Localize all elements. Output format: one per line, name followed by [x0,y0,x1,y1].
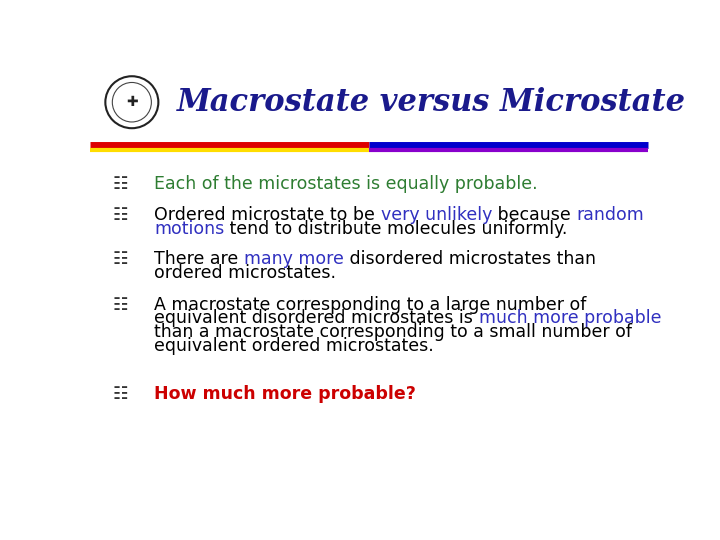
Text: very unlikely: very unlikely [381,206,492,224]
Text: many more: many more [244,250,343,268]
Text: ordered microstates.: ordered microstates. [154,264,336,282]
Text: ☷: ☷ [113,175,128,193]
Text: Each of the microstates is equally probable.: Each of the microstates is equally proba… [154,175,538,193]
Text: equivalent disordered microstates is: equivalent disordered microstates is [154,309,479,327]
Text: equivalent ordered microstates.: equivalent ordered microstates. [154,337,434,355]
Text: A macrostate corresponding to a large number of: A macrostate corresponding to a large nu… [154,295,587,314]
Text: Macrostate versus Microstate: Macrostate versus Microstate [176,87,685,118]
Text: random: random [576,206,644,224]
Text: motions: motions [154,220,225,238]
Text: ☷: ☷ [113,385,128,403]
Text: ☷: ☷ [113,250,128,268]
Text: How much more probable?: How much more probable? [154,385,416,403]
Text: than a macrostate corresponding to a small number of: than a macrostate corresponding to a sma… [154,323,632,341]
Text: Ordered microstate to be: Ordered microstate to be [154,206,381,224]
Text: ☷: ☷ [113,295,128,314]
Text: much more probable: much more probable [479,309,661,327]
Text: ☷: ☷ [113,206,128,224]
Text: tend to distribute molecules uniformly.: tend to distribute molecules uniformly. [225,220,568,238]
Text: ✚: ✚ [126,95,138,109]
Text: because: because [492,206,576,224]
Text: disordered microstates than: disordered microstates than [343,250,595,268]
Text: There are: There are [154,250,244,268]
